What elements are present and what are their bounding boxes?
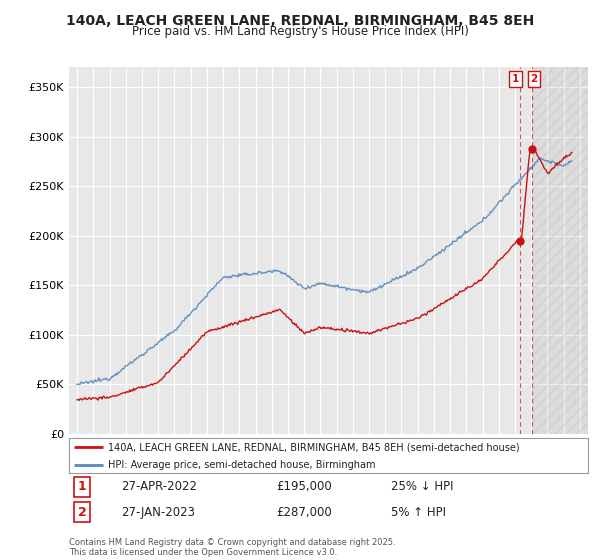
Text: 140A, LEACH GREEN LANE, REDNAL, BIRMINGHAM, B45 8EH: 140A, LEACH GREEN LANE, REDNAL, BIRMINGH… (66, 14, 534, 28)
Text: £195,000: £195,000 (277, 480, 332, 493)
Text: 27-APR-2022: 27-APR-2022 (121, 480, 197, 493)
Text: 27-JAN-2023: 27-JAN-2023 (121, 506, 195, 519)
Text: 2: 2 (77, 506, 86, 519)
Text: 1: 1 (77, 480, 86, 493)
Text: Price paid vs. HM Land Registry's House Price Index (HPI): Price paid vs. HM Land Registry's House … (131, 25, 469, 38)
Text: £287,000: £287,000 (277, 506, 332, 519)
Text: HPI: Average price, semi-detached house, Birmingham: HPI: Average price, semi-detached house,… (108, 460, 376, 469)
Text: 140A, LEACH GREEN LANE, REDNAL, BIRMINGHAM, B45 8EH (semi-detached house): 140A, LEACH GREEN LANE, REDNAL, BIRMINGH… (108, 442, 520, 452)
Text: 5% ↑ HPI: 5% ↑ HPI (391, 506, 446, 519)
Text: 2: 2 (530, 74, 538, 84)
Text: 25% ↓ HPI: 25% ↓ HPI (391, 480, 453, 493)
Bar (532, 67, 588, 434)
Text: 1: 1 (512, 74, 519, 84)
Text: Contains HM Land Registry data © Crown copyright and database right 2025.
This d: Contains HM Land Registry data © Crown c… (69, 538, 395, 557)
